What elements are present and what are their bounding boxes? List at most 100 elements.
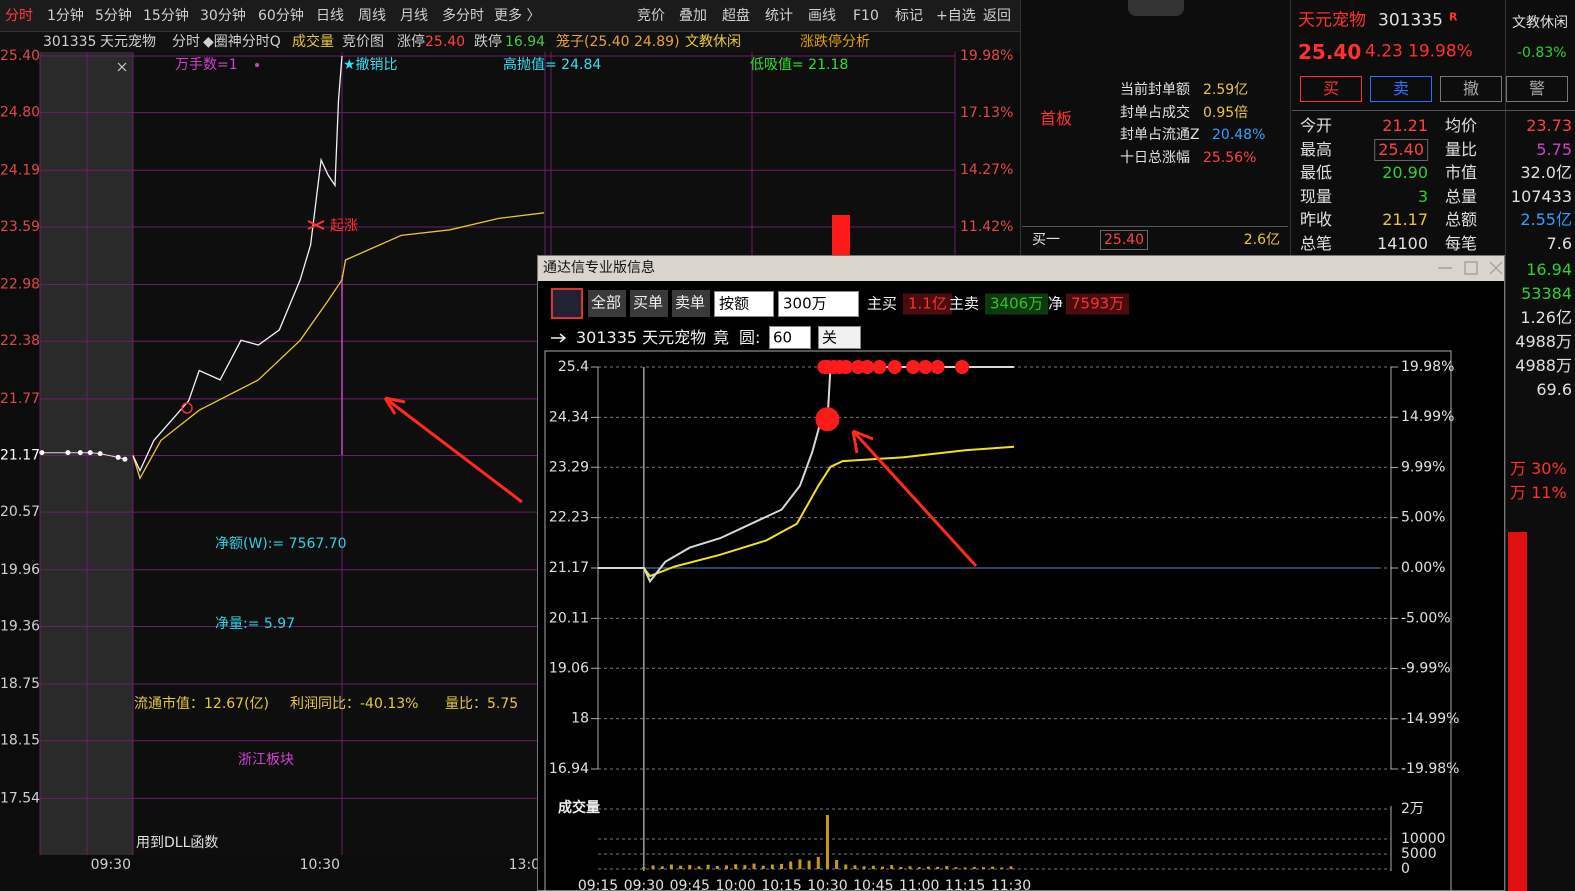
tool-button[interactable]: 统计 (765, 8, 793, 24)
y-tick-label: 19.36 (0, 618, 40, 634)
label: 竟 (713, 328, 730, 347)
auction-dot (97, 451, 103, 457)
tool-button[interactable]: 返回 (983, 8, 1011, 24)
trade-button[interactable] (1370, 76, 1432, 102)
trade-button-label[interactable]: 卖 (1392, 79, 1410, 98)
volume-tick-label: 5000 (1401, 846, 1437, 862)
volume-bar (853, 865, 857, 869)
trade-button-label[interactable]: 买 (1322, 79, 1340, 98)
x-tick-label: 10:45 (853, 878, 893, 891)
filter-button[interactable] (588, 290, 626, 317)
trade-button[interactable] (1506, 76, 1568, 102)
x-tick-label: 11:00 (899, 878, 939, 891)
quote-price: 25.40 (1298, 40, 1362, 64)
tool-button[interactable]: 超盘 (722, 8, 750, 24)
quote-value: 21.17 (1382, 210, 1428, 230)
x-tick-label: 11:15 (945, 878, 985, 891)
trade-button[interactable] (1300, 76, 1362, 102)
auction-dot (87, 450, 93, 456)
select-label[interactable]: 300万 (783, 294, 827, 313)
trade-button[interactable] (1440, 76, 1502, 102)
popup-stock: 301335 天元宠物 (576, 328, 707, 347)
period-tab[interactable]: 1分钟 (47, 8, 84, 24)
volume-bar (917, 867, 921, 869)
bid-label: 买一 (1032, 232, 1060, 248)
y2-tick-label: -19.98% (1401, 761, 1459, 777)
volume-tick-label: 10000 (1401, 831, 1446, 847)
x-tick-label: 09:15 (578, 878, 618, 891)
period-tab[interactable]: 60分钟 (258, 8, 304, 24)
input[interactable] (769, 326, 811, 349)
y2-tick-label: 9.99% (1401, 460, 1445, 476)
period-tab[interactable]: 分时 (5, 8, 33, 24)
volume-bar (936, 866, 940, 869)
annotation: 净额(W):= 7567.70 (215, 536, 347, 552)
filter-label[interactable]: 卖单 (674, 293, 706, 312)
quote-label: 最高 (1300, 139, 1333, 159)
sound-label[interactable]: 关 (822, 328, 838, 347)
select-label[interactable]: 按额 (719, 294, 750, 313)
auction-dot (65, 450, 71, 456)
select[interactable] (778, 291, 859, 317)
y-tick-label: 19.06 (549, 660, 589, 676)
side-value: 4988万 (1515, 356, 1572, 375)
volume-bar (770, 864, 774, 869)
indicator-item[interactable]: 分时 (172, 34, 200, 50)
analysis-link[interactable]: 涨跌停分析 (800, 34, 870, 50)
volume-bar (660, 866, 664, 869)
order-signal (930, 360, 945, 374)
y2-tick-label: -5.00% (1401, 610, 1451, 626)
y2-tick-label: 11.42% (960, 219, 1013, 235)
period-tab[interactable]: 30分钟 (200, 8, 246, 24)
volume-bar (697, 866, 701, 869)
trade-button-label[interactable]: 警 (1528, 79, 1546, 98)
volume-bar (688, 865, 692, 869)
tool-button[interactable]: +自选 (936, 8, 976, 24)
select[interactable] (714, 291, 774, 317)
volume-bar (1009, 866, 1013, 869)
tool-button[interactable]: F10 (853, 8, 879, 24)
side-value: 1.26亿 (1520, 308, 1572, 327)
quote-label: 均价 (1445, 116, 1478, 135)
period-tab[interactable]: 日线 (316, 8, 344, 24)
filter-button[interactable] (630, 290, 668, 317)
quote-label: 每笔 (1445, 234, 1478, 253)
annotation: ★撤销比 (343, 57, 398, 73)
indicator-item[interactable]: 竞价图 (342, 34, 384, 50)
indicator-item[interactable]: ◆圈神分时Q (203, 34, 281, 50)
period-tab[interactable]: 更多 〉 (494, 8, 541, 24)
grid-button[interactable] (551, 288, 583, 319)
tool-button[interactable]: 竞价 (637, 8, 665, 24)
indicator-item[interactable]: 成交量 (292, 34, 334, 50)
y2-tick-label: 14.99% (1401, 409, 1454, 425)
period-tab[interactable]: 月线 (400, 8, 428, 24)
order-signal (955, 360, 970, 374)
period-tab[interactable]: 多分时 (442, 8, 484, 24)
collapse-button[interactable] (1128, 0, 1184, 16)
tool-button[interactable]: 标记 (895, 8, 923, 24)
arrow (851, 429, 978, 568)
period-tab[interactable]: 周线 (358, 8, 386, 24)
toolbar (0, 0, 1020, 32)
tool-button[interactable]: 画线 (808, 8, 836, 24)
limit-up: 25.40 (425, 34, 466, 50)
period-tab[interactable]: 5分钟 (95, 8, 132, 24)
filter-label[interactable]: 全部 (590, 293, 622, 312)
y2-tick-label: 19.98% (960, 48, 1013, 64)
filter-button[interactable] (672, 290, 710, 317)
period-tab[interactable]: 15分钟 (143, 8, 189, 24)
volume-bar (816, 857, 820, 869)
annotation: 净量:= 5.97 (215, 616, 296, 632)
order-signal (838, 360, 853, 374)
label: 跌停 (474, 34, 502, 50)
tick-chart: 25.4 24.34 23.29 22.23 21.17 20.11 19.06 18 16.9… (544, 261, 1503, 891)
sound-button[interactable] (818, 326, 861, 349)
tool-button[interactable]: 叠加 (679, 8, 707, 24)
side-pct: -0.83% (1517, 45, 1567, 61)
stock-name: 天元宠物 (100, 34, 156, 50)
side-row: 万 30% (1510, 459, 1567, 478)
trade-button-label[interactable]: 撤 (1462, 79, 1480, 98)
filter-label[interactable]: 买单 (632, 293, 664, 312)
annotation: 万手数=1 (175, 57, 238, 73)
input-value[interactable]: 60 (773, 328, 793, 347)
